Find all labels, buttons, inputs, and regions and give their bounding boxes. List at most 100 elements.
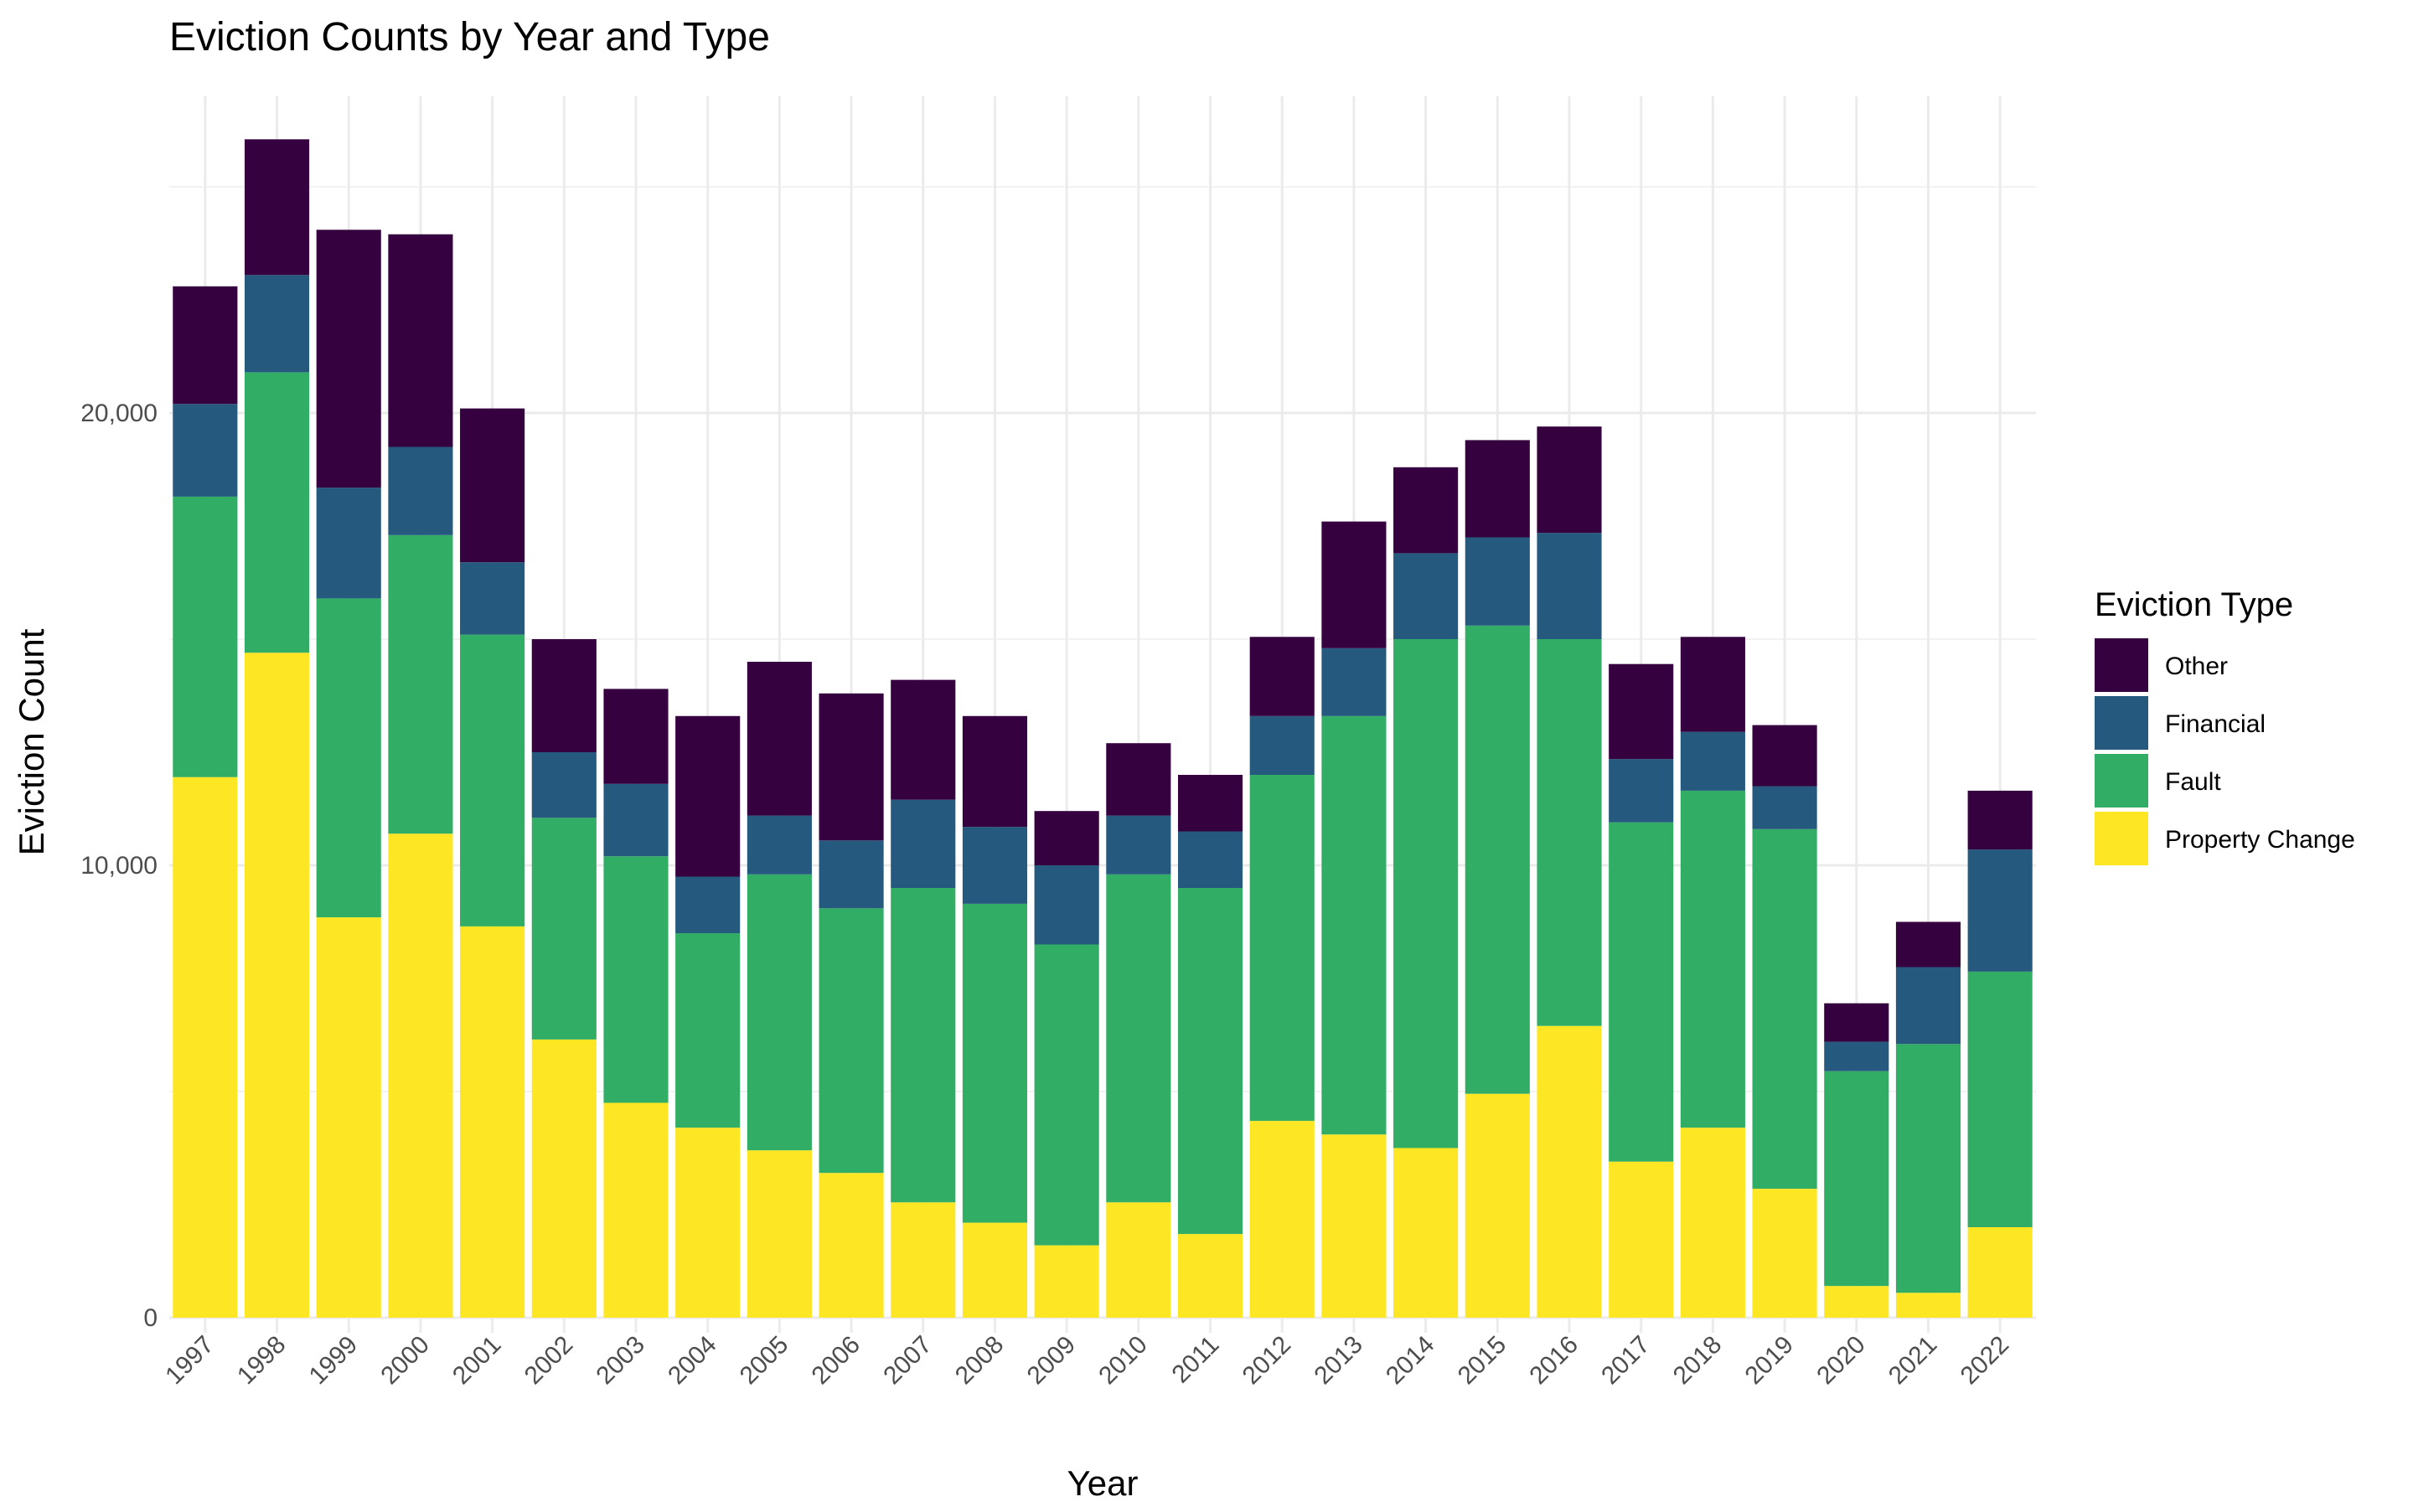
bar-other-2011 [1177,775,1243,832]
bar-fault-2019 [1752,828,1817,1189]
bar-fault-2010 [1106,874,1171,1203]
bar-financial-2017 [1609,759,1674,823]
bar-property-change-2022 [1967,1227,2033,1318]
bar-fault-2017 [1609,822,1674,1162]
bar-fault-2013 [1321,715,1387,1135]
bar-property-change-2017 [1609,1161,1674,1318]
bar-property-change-2020 [1824,1286,1889,1318]
bar-financial-2000 [388,446,453,535]
bar-financial-2016 [1537,533,1602,639]
bar-other-2010 [1106,743,1171,816]
bar-financial-2021 [1895,967,1961,1045]
bar-property-change-2004 [675,1128,741,1318]
bar-other-2012 [1249,637,1315,716]
bar-property-change-1999 [316,917,381,1318]
chart-title: Eviction Counts by Year and Type [169,15,770,59]
bar-property-change-2003 [603,1102,669,1318]
bar-financial-1998 [244,275,310,373]
legend-label-fault: Fault [2165,768,2221,796]
bar-property-change-2010 [1106,1202,1171,1318]
bar-other-2008 [962,715,1028,828]
bar-financial-2011 [1177,831,1243,888]
bar-property-change-2015 [1465,1093,1530,1318]
bar-financial-2008 [962,827,1028,904]
bar-other-2006 [819,693,884,841]
bar-financial-2009 [1034,865,1099,945]
bar-property-change-1997 [173,777,238,1318]
bar-property-change-2002 [531,1039,597,1318]
bar-other-2003 [603,689,669,784]
bar-other-1998 [244,139,310,276]
bar-other-2000 [388,234,453,447]
bar-financial-2020 [1824,1041,1889,1071]
legend-title: Eviction Type [2095,586,2293,623]
bar-financial-2022 [1967,849,2033,972]
bar-fault-2012 [1249,775,1315,1122]
bar-other-2001 [460,408,525,563]
x-axis-title: Year [1067,1463,1139,1503]
bar-financial-2004 [675,876,741,933]
bar-property-change-2008 [962,1222,1028,1318]
bar-other-1999 [316,230,381,488]
bar-other-2005 [747,662,812,816]
legend-swatch-property-change [2095,812,2148,865]
bar-property-change-2012 [1249,1121,1315,1318]
legend-swatch-fault [2095,754,2148,808]
bar-other-2009 [1034,811,1099,865]
y-tick-label: 0 [143,1304,158,1332]
bar-other-2022 [1967,790,2033,850]
bar-other-2004 [675,715,741,877]
bar-financial-2014 [1393,553,1459,639]
bar-other-2013 [1321,521,1387,648]
bar-other-2015 [1465,440,1530,538]
bar-property-change-2019 [1752,1189,1817,1318]
bars-layer [173,139,2033,1318]
bar-other-2016 [1537,426,1602,534]
bar-financial-2003 [603,783,669,857]
bar-other-2002 [531,639,597,752]
bar-fault-2005 [747,874,812,1151]
bar-financial-2018 [1680,731,1745,791]
bar-property-change-1998 [244,653,310,1318]
bar-financial-1997 [173,404,238,497]
bar-other-2020 [1824,1003,1889,1042]
bar-fault-2008 [962,903,1028,1223]
bar-fault-2000 [388,534,453,834]
bar-other-2019 [1752,725,1817,787]
bar-other-2017 [1609,663,1674,760]
legend-label-financial: Financial [2165,710,2266,738]
bar-fault-2018 [1680,790,1745,1128]
bar-property-change-2005 [747,1150,812,1318]
bar-fault-2014 [1393,639,1459,1148]
bar-property-change-2007 [891,1202,956,1318]
bar-fault-2004 [675,933,741,1128]
bar-property-change-2018 [1680,1128,1745,1318]
bar-property-change-2001 [460,926,525,1318]
bar-financial-2010 [1106,815,1171,875]
bar-property-change-2006 [819,1173,884,1318]
bar-other-2018 [1680,637,1745,732]
bar-fault-2020 [1824,1071,1889,1287]
bar-financial-2006 [819,840,884,909]
bar-fault-2022 [1967,971,2033,1227]
bar-property-change-2000 [388,833,453,1318]
bar-other-1997 [173,286,238,405]
y-tick-label: 20,000 [80,400,158,427]
y-tick-label: 10,000 [80,852,158,880]
bar-fault-1999 [316,598,381,918]
bar-financial-1999 [316,488,381,599]
bar-fault-2006 [819,908,884,1174]
bar-financial-2005 [747,815,812,875]
bar-fault-1998 [244,372,310,653]
bar-property-change-2009 [1034,1245,1099,1318]
bar-fault-2009 [1034,944,1099,1246]
bar-fault-2011 [1177,888,1243,1235]
bar-property-change-2011 [1177,1234,1243,1318]
bar-fault-2001 [460,634,525,926]
bar-property-change-2016 [1537,1025,1602,1318]
legend-label-property-change: Property Change [2165,826,2355,854]
bar-financial-2015 [1465,537,1530,626]
bar-fault-2015 [1465,625,1530,1094]
